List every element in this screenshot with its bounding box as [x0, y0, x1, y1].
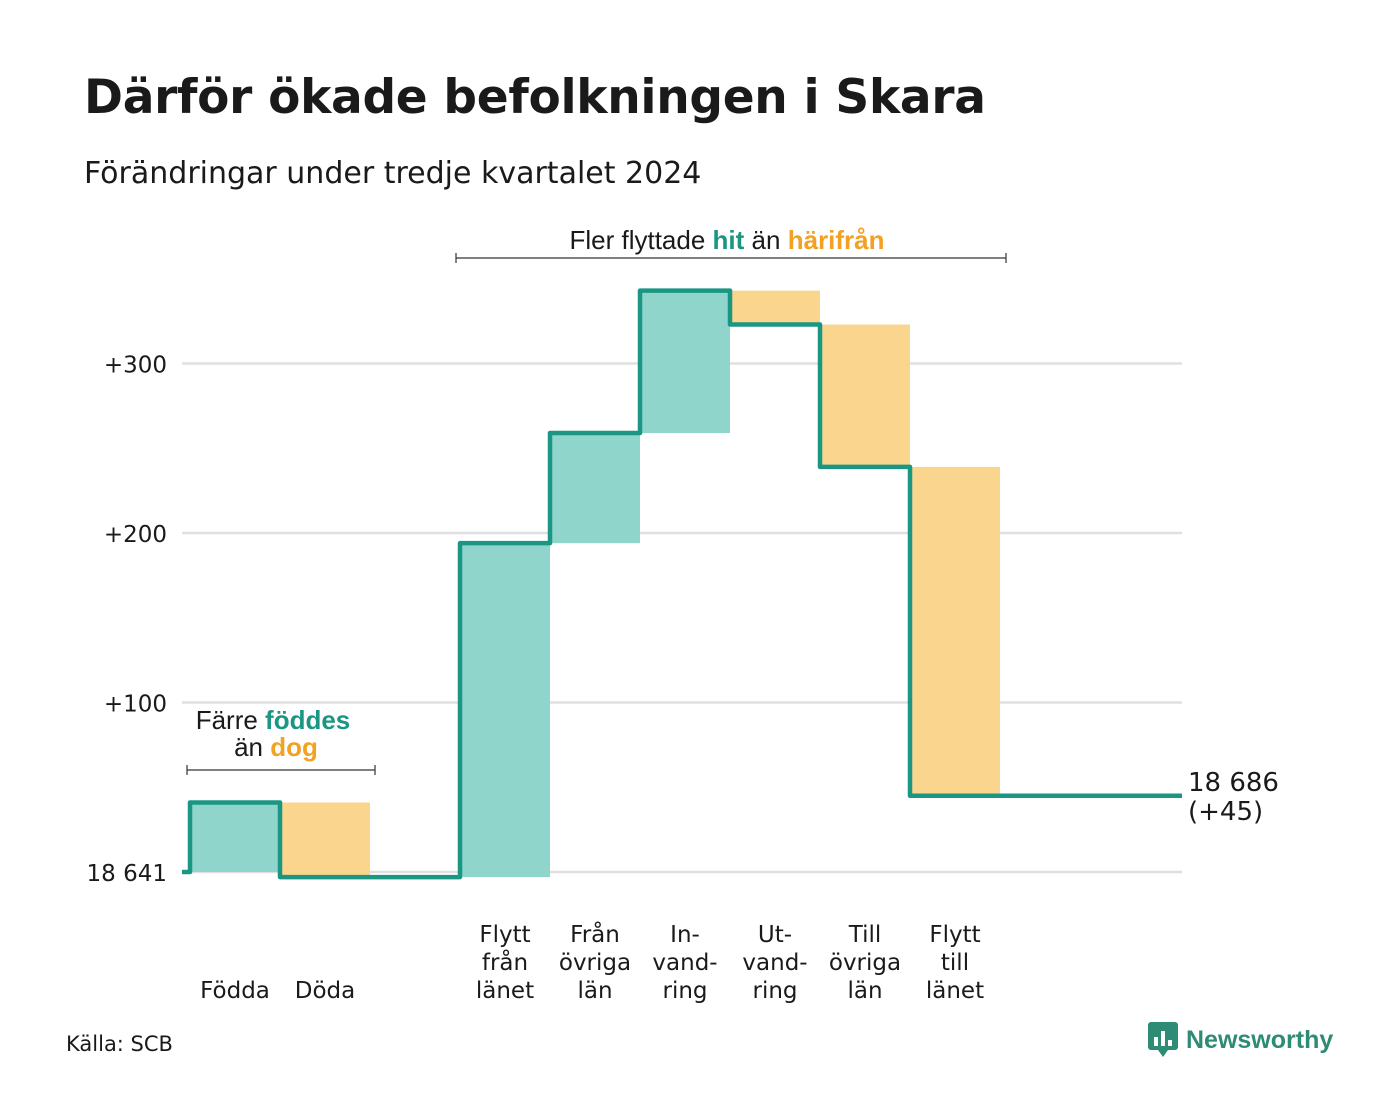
waterfall-bar [820, 325, 910, 467]
x-category-label: till [941, 950, 969, 976]
births-annotation-line2: än dog [234, 732, 318, 762]
births-annotation-emph: föddes [265, 705, 350, 735]
end-change-label: (+45) [1188, 797, 1263, 827]
x-category-label: övriga [559, 950, 631, 976]
waterfall-bar [910, 467, 1000, 796]
waterfall-bar [280, 803, 370, 878]
births-annotation-emph2: dog [270, 732, 318, 762]
waterfall-bar [640, 291, 730, 433]
y-tick-label: +200 [104, 522, 167, 548]
end-value-label: 18 686 [1188, 768, 1279, 798]
x-category-label: Flytt [479, 922, 530, 948]
x-category-label: Från [570, 920, 620, 948]
x-category-label: länet [926, 978, 984, 1004]
moves-annotation: Fler flyttade hit än härifrån [569, 225, 884, 255]
x-category-label: län [847, 978, 882, 1004]
x-category-label: ring [662, 978, 707, 1004]
x-category-label: från [482, 948, 528, 976]
y-tick-label: +100 [104, 692, 167, 718]
moves-annotation-harifran: härifrån [788, 225, 885, 255]
y-tick-label: +300 [104, 353, 167, 379]
source-note: Källa: SCB [66, 1032, 173, 1056]
x-category-label: län [577, 978, 612, 1004]
newsworthy-icon [1148, 1022, 1178, 1058]
waterfall-bar [460, 543, 550, 877]
births-bracket [187, 765, 375, 775]
x-category-label: Födda [200, 978, 270, 1004]
x-category-label: Till [848, 922, 882, 948]
x-category-label: Flytt [929, 922, 980, 948]
x-category-label: länet [476, 978, 534, 1004]
waterfall-bar [730, 291, 820, 325]
newsworthy-logo: Newsworthy [1148, 1022, 1333, 1058]
x-category-label: In- [670, 922, 700, 948]
waterfall-bar [190, 803, 280, 872]
moves-annotation-hit: hit [713, 225, 745, 255]
births-annotation-line1: Färre föddes [196, 705, 351, 735]
x-category-label: vand- [742, 950, 807, 976]
x-category-label: övriga [829, 950, 901, 976]
x-category-label: Döda [295, 978, 355, 1004]
waterfall-chart: 18 641+100+200+300 Födda DödaFlyttfrånlän… [0, 0, 1400, 1120]
waterfall-bar [550, 433, 640, 543]
x-category-label: ring [752, 978, 797, 1004]
x-category-label: vand- [652, 950, 717, 976]
brand-name: Newsworthy [1186, 1026, 1333, 1055]
y-baseline-label: 18 641 [87, 861, 167, 887]
x-category-label: Ut- [758, 922, 792, 948]
